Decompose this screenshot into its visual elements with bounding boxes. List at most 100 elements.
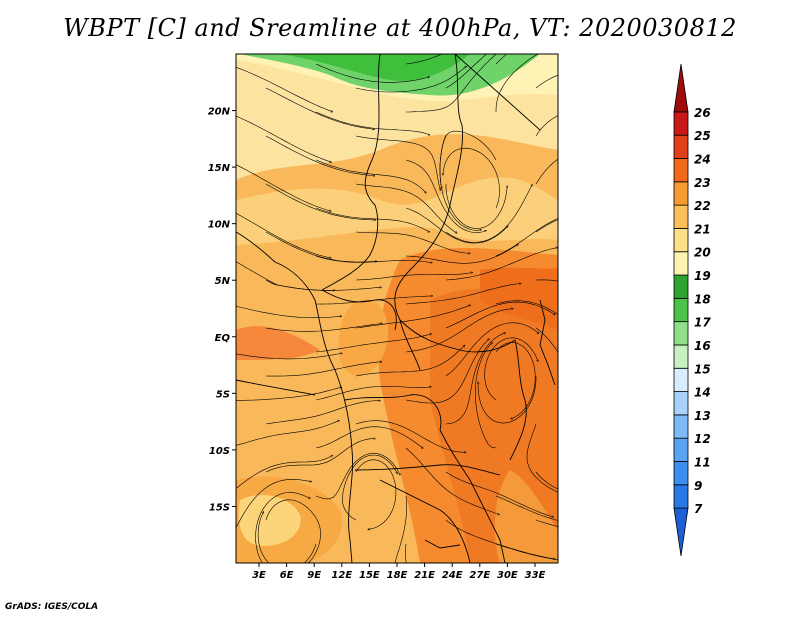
colorbar-label: 20 [694, 246, 711, 260]
colorbar-arrow-high [673, 63, 689, 113]
colorbar-label: 21 [694, 222, 711, 236]
streamline [255, 492, 311, 563]
streamline [236, 212, 331, 258]
colorbar-label: 22 [694, 199, 711, 213]
streamline [405, 339, 489, 404]
streamline [443, 147, 500, 209]
streamline [405, 309, 513, 353]
streamline [495, 342, 536, 419]
colorbar-swatch [673, 484, 689, 509]
lon-tick-label: 21E [414, 570, 435, 581]
streamline [355, 420, 466, 453]
streamline [535, 471, 558, 490]
lon-tick-label: 3E [252, 570, 266, 581]
streamline [445, 301, 555, 329]
streamline [315, 296, 433, 305]
colorbar-label: 23 [694, 176, 711, 190]
colorbar-swatch [673, 274, 689, 299]
colorbar-label: 12 [694, 432, 711, 446]
streamline [535, 158, 558, 185]
streamline [405, 207, 508, 244]
streamline [484, 337, 538, 401]
colorbar-swatch [673, 228, 689, 253]
colorbar-label: 19 [694, 269, 711, 283]
streamline [315, 255, 432, 263]
coastlines-borders [236, 54, 556, 563]
streamline [535, 327, 558, 353]
streamline [535, 219, 558, 233]
streamline [315, 426, 423, 449]
streamline [236, 164, 331, 211]
lat-tick-label: 15S [209, 502, 230, 513]
colorbar-swatch [673, 367, 689, 392]
streamline [405, 54, 499, 113]
streamline [405, 159, 486, 233]
streamline [265, 401, 380, 425]
colorbar-swatch [673, 321, 689, 346]
streamline [265, 231, 377, 262]
streamline [236, 456, 333, 489]
colorbar-label: 18 [694, 292, 711, 306]
streamline [315, 111, 430, 135]
colorbar: 7 9 11 12 13 14 15 16 17 18 19 20 21 22 23 24 25 26 [673, 63, 711, 557]
streamline [315, 452, 400, 500]
lat-tick-label: 15N [208, 163, 231, 174]
streamline [535, 115, 558, 137]
streamline [445, 248, 558, 281]
streamline [394, 495, 407, 563]
colorbar-swatch [673, 204, 689, 229]
streamline [355, 135, 440, 190]
streamline [495, 495, 558, 521]
streamline [535, 279, 558, 282]
lon-tick-label: 33E [525, 570, 546, 581]
colorbar-swatch [673, 181, 689, 206]
streamline [495, 300, 558, 315]
lon-tick-label: 24E [442, 570, 463, 581]
colorbar-label: 11 [694, 455, 711, 469]
streamline [257, 512, 317, 563]
streamline [315, 334, 432, 353]
colorbar-label: 14 [694, 386, 711, 400]
colorbar-swatch [673, 461, 689, 486]
streamline [355, 66, 466, 93]
lon-tick-label: 18E [387, 570, 408, 581]
colorbar-label: 15 [694, 362, 711, 376]
longitude-axis: 3E 6E 9E 12E 15E 18E 21E 24E 27E 30E 33E [252, 563, 546, 581]
streamline [315, 386, 431, 401]
colorbar-swatch [673, 437, 689, 462]
streamline [445, 322, 539, 377]
streamline [265, 135, 375, 176]
streamline [405, 447, 499, 515]
lon-tick-label: 9E [307, 570, 321, 581]
streamline [445, 519, 555, 559]
colorbar-swatch [673, 111, 689, 136]
colorbar-arrow-low [673, 507, 689, 557]
lon-tick-label: 27E [469, 570, 490, 581]
streamline [445, 184, 507, 229]
colorbar-label: 25 [694, 129, 711, 143]
streamline [315, 207, 430, 232]
streamline [478, 376, 537, 424]
streamline [495, 54, 539, 113]
streamline [265, 183, 376, 220]
streamline [405, 284, 521, 305]
streamline [265, 362, 382, 377]
streamline [315, 63, 430, 83]
lat-tick-label: EQ [215, 333, 231, 344]
streamline [355, 459, 397, 530]
lat-tick-label: 5S [216, 389, 230, 400]
streamline [265, 439, 375, 473]
colorbar-label: 17 [694, 316, 711, 330]
colorbar-label: 24 [694, 153, 711, 167]
streamline [342, 454, 398, 521]
streamline [535, 74, 558, 89]
streamline [445, 471, 554, 517]
streamline [265, 279, 381, 291]
lon-tick-label: 6E [280, 570, 294, 581]
streamline [315, 159, 426, 193]
streamline [405, 54, 443, 65]
streamlines [236, 54, 558, 563]
lon-tick-label: 15E [359, 570, 380, 581]
streamline [355, 273, 473, 281]
latitude-axis: 20N 15N 10N 5N EQ 5S 10S 15S [208, 107, 236, 513]
